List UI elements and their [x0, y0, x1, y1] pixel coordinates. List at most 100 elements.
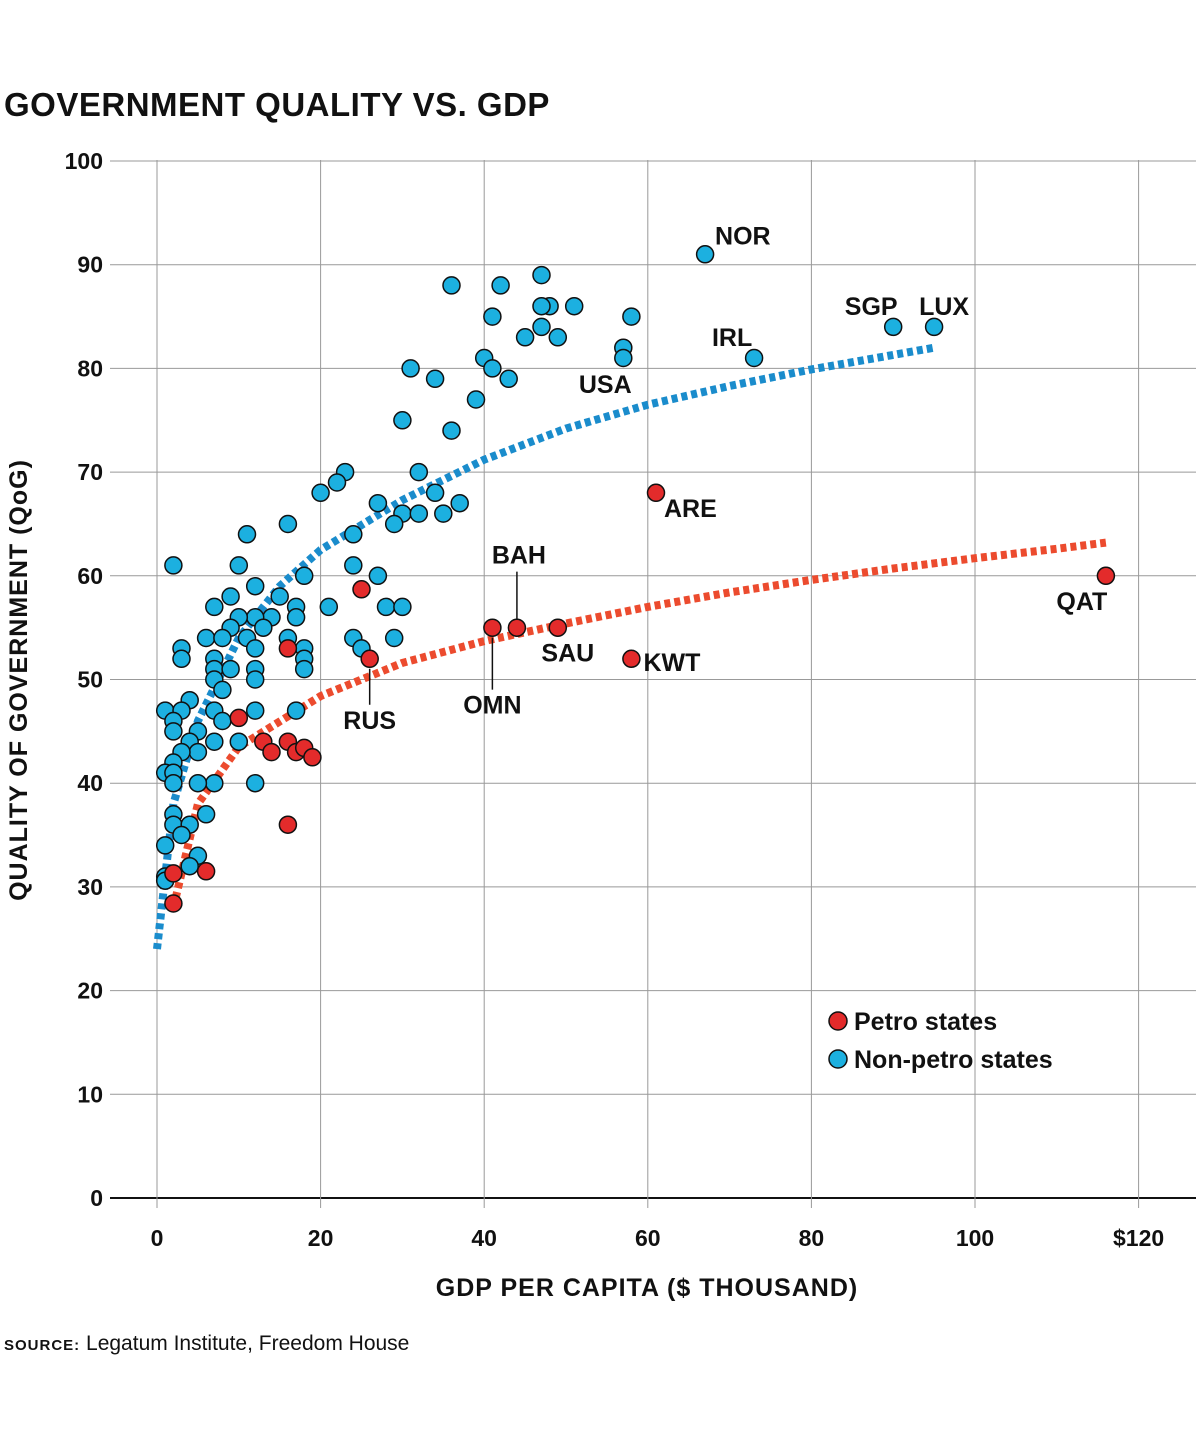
petro-point	[278, 815, 298, 834]
non-petro-point	[491, 276, 510, 295]
y-tick-label: 80	[77, 355, 103, 381]
y-tick-label: 40	[77, 770, 103, 796]
petro-point	[548, 618, 568, 637]
legend-marker	[828, 1049, 848, 1069]
petro-point	[646, 483, 666, 503]
source-note: SOURCE: Legatum Institute, Freedom House	[4, 1332, 409, 1356]
non-petro-point	[245, 701, 265, 720]
non-petro-point	[172, 649, 191, 669]
non-petro-point	[172, 825, 191, 845]
non-petro-point	[515, 328, 535, 347]
non-petro-point	[499, 369, 518, 389]
x-axis-label: GDP PER CAPITA ($ THOUSAND)	[436, 1274, 858, 1302]
non-petro-point	[205, 732, 224, 751]
non-petro-point	[409, 462, 429, 482]
non-petro-point	[368, 566, 388, 586]
annotation-label: IRL	[712, 324, 752, 352]
scatter-chart: ARE QAT BAH SAU OMN KWT RUS NOR SGP LUX IRL USA 0 10…	[5, 148, 1196, 1302]
non-petro-point	[466, 390, 486, 409]
legend-label: Non-petro states	[854, 1046, 1053, 1074]
non-petro-point	[270, 587, 289, 606]
non-petro-point	[286, 608, 306, 627]
non-petro-point	[434, 504, 453, 523]
non-petro-point	[205, 773, 224, 793]
non-petro-point	[614, 348, 633, 368]
petro-point	[360, 649, 379, 669]
y-tick-label: 100	[65, 148, 103, 174]
non-petro-point	[376, 597, 396, 617]
annotation-layer: ARE QAT BAH SAU OMN KWT RUS NOR SGP LUX IRL USA	[343, 222, 1107, 734]
non-petro-point	[368, 493, 388, 513]
y-tick-label: 50	[77, 667, 103, 693]
non-petro-point	[196, 628, 216, 648]
petro-point	[483, 618, 502, 637]
non-petro-point	[278, 514, 298, 534]
petro-point	[196, 862, 216, 881]
grid-layer	[110, 160, 1196, 1208]
x-tick-label: 80	[799, 1225, 825, 1251]
non-petro-point	[213, 680, 232, 700]
non-petro-point	[311, 483, 330, 503]
non-petro-point	[245, 773, 265, 793]
petro-point	[229, 708, 249, 728]
non-petro-point	[213, 711, 232, 731]
non-petro-point	[327, 473, 347, 492]
non-petro-point	[229, 732, 249, 751]
non-petro-point	[564, 296, 584, 316]
non-petro-point	[196, 805, 216, 824]
legend-label: Petro states	[854, 1008, 997, 1036]
y-tick-label: 10	[77, 1081, 103, 1107]
x-tick-label: 100	[956, 1225, 994, 1251]
non-petro-point	[695, 245, 715, 264]
legend: Petro states Non-petro states	[828, 1008, 1053, 1074]
annotation-label: ARE	[664, 495, 717, 523]
non-petro-point	[188, 742, 208, 762]
x-tick-label: 40	[471, 1225, 497, 1251]
non-petro-point	[245, 670, 265, 689]
non-petro-point	[409, 504, 429, 523]
non-petro-point	[924, 317, 944, 337]
petro-point	[164, 894, 183, 913]
annotation-label: KWT	[643, 649, 700, 677]
non-petro-point	[532, 317, 551, 337]
non-petro-point	[483, 359, 502, 378]
petro-point	[352, 580, 371, 599]
source-text: Legatum Institute, Freedom House	[86, 1332, 410, 1355]
tick-layer: 0 10 20 30 40 50 60 70 80 90 100 0 20 40 60 80 100 $120	[65, 148, 1165, 1251]
non-petro-point	[221, 587, 240, 606]
annotation-label: USA	[579, 371, 632, 399]
non-petro-point	[442, 276, 461, 295]
annotation-label: SGP	[845, 293, 898, 321]
non-petro-point	[622, 307, 641, 326]
non-petro-point	[883, 317, 903, 337]
non-petro-point	[532, 265, 551, 285]
petro-point	[1096, 566, 1116, 586]
y-tick-label: 90	[77, 252, 103, 278]
non-petro-point	[229, 556, 249, 575]
y-axis-label: QUALITY OF GOVERNMENT (QoG)	[5, 459, 33, 901]
y-tick-label: 60	[77, 563, 103, 589]
non-petro-point	[164, 556, 183, 575]
non-petro-point	[245, 576, 265, 596]
non-petro-point	[254, 618, 273, 637]
non-petro-point	[319, 597, 339, 617]
x-tick-label: 20	[308, 1225, 334, 1251]
non-petro-point	[188, 773, 208, 793]
non-petro-point	[744, 348, 764, 368]
annotation-label: BAH	[492, 542, 546, 570]
non-petro-point	[344, 525, 363, 544]
annotation-label: RUS	[343, 707, 396, 735]
non-petro-point	[548, 328, 568, 347]
chart-title: GOVERNMENT QUALITY VS. GDP	[4, 86, 550, 123]
non-petro-point	[401, 359, 420, 378]
x-tick-label: 0	[151, 1225, 164, 1251]
non-petro-point	[164, 722, 183, 741]
non-petro-point	[384, 514, 404, 534]
y-tick-label: 30	[77, 874, 103, 900]
petro-point	[164, 864, 183, 883]
non-petro-point	[237, 525, 257, 544]
trend-line	[169, 538, 1107, 909]
non-petro-point	[425, 483, 445, 503]
y-tick-label: 0	[90, 1185, 103, 1211]
petro-point	[303, 748, 322, 767]
